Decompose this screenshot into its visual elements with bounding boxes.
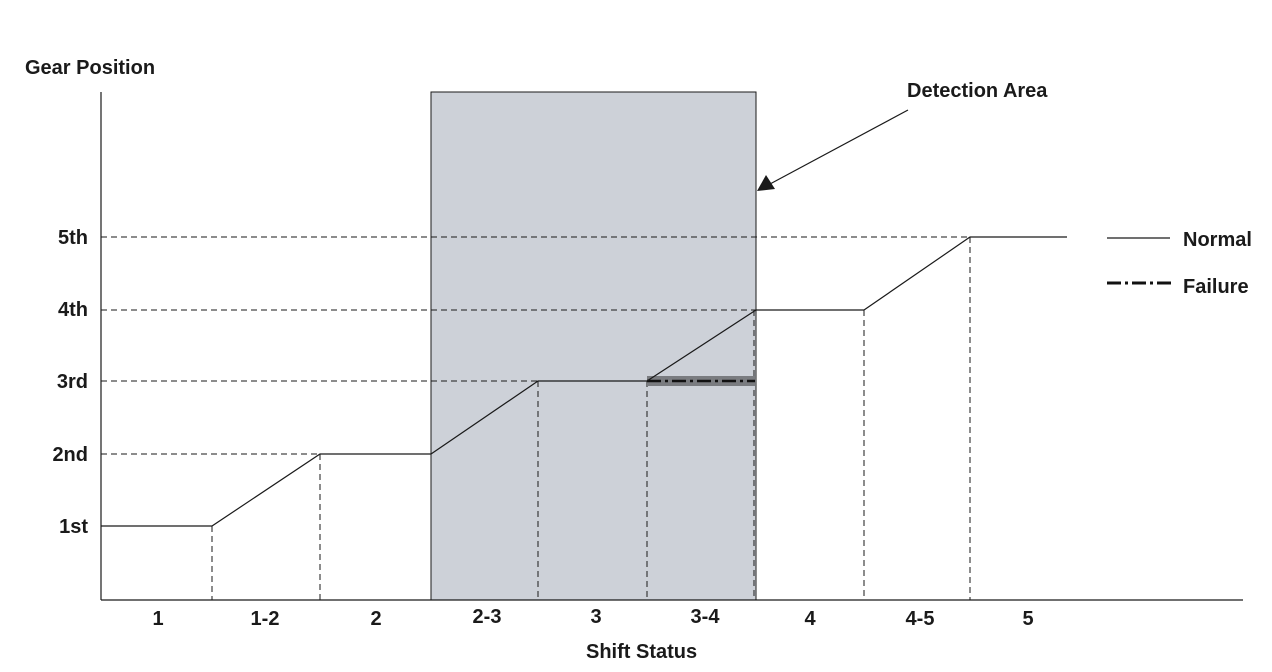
y-tick-4th: 4th [58, 299, 88, 321]
x-tick-1-2: 1-2 [250, 608, 280, 630]
x-tick-2: 2 [370, 608, 382, 630]
detection-arrow-line [769, 109, 909, 185]
x-tick-3: 3 [590, 606, 602, 628]
x-tick-5: 5 [1022, 608, 1034, 630]
detection-area-label: Detection Area [907, 80, 1048, 102]
y-axis-title: Gear Position [25, 57, 156, 79]
detection-arrow-head [757, 175, 775, 191]
y-tick-5th: 5th [58, 227, 88, 249]
y-tick-2nd: 2nd [52, 444, 88, 466]
x-tick-2-3: 2-3 [472, 606, 502, 628]
gear-gridlines [101, 236, 970, 455]
y-tick-3rd: 3rd [56, 371, 88, 393]
x-tick-4-5: 4-5 [905, 608, 935, 630]
x-tick-4: 4 [804, 608, 816, 630]
detection-area [430, 91, 757, 601]
y-tick-1st: 1st [59, 516, 88, 538]
legend-normal-label: Normal [1183, 229, 1252, 251]
shift-boundaries [211, 237, 971, 600]
legend-failure-label: Failure [1183, 276, 1249, 298]
x-axis-title: Shift Status [586, 641, 698, 663]
normal-trace [101, 236, 1067, 527]
x-tick-1: 1 [152, 608, 164, 630]
x-tick-3-4: 3-4 [690, 606, 720, 628]
